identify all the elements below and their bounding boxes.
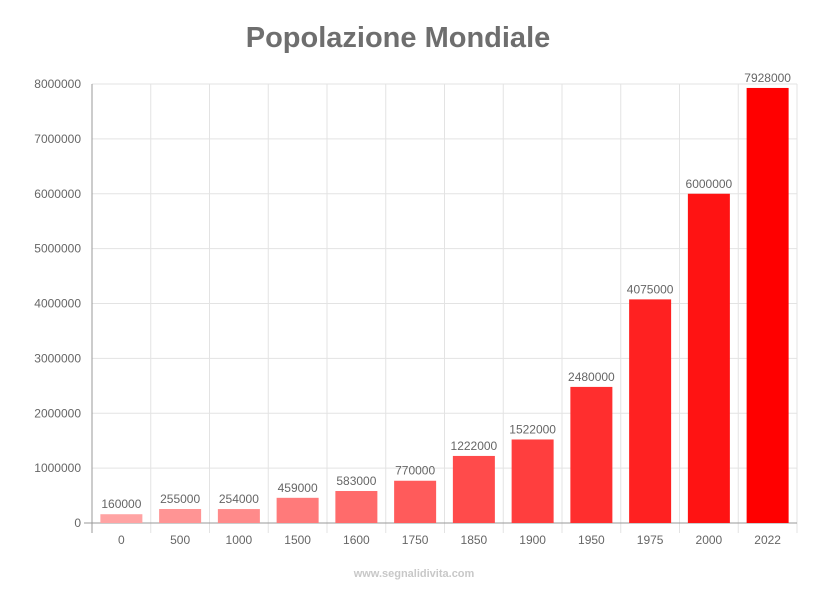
x-tick-label: 1750 (402, 533, 429, 547)
data-label: 255000 (160, 492, 200, 506)
y-tick-label: 4000000 (34, 297, 81, 311)
x-tick-label: 0 (118, 533, 125, 547)
y-tick-label: 5000000 (34, 242, 81, 256)
bar-1600 (335, 491, 378, 523)
x-tick-label: 1950 (578, 533, 605, 547)
y-tick-label: 3000000 (34, 351, 81, 365)
data-label: 6000000 (686, 177, 733, 191)
data-label: 1222000 (451, 439, 498, 453)
y-tick-label: 6000000 (34, 187, 81, 201)
y-tick-label: 7000000 (34, 132, 81, 146)
y-tick-label: 8000000 (34, 77, 81, 91)
x-tick-label: 2000 (696, 533, 723, 547)
bar-1750 (394, 480, 437, 523)
x-tick-label: 500 (170, 533, 190, 547)
y-tick-label: 1000000 (34, 461, 81, 475)
data-label: 254000 (219, 492, 259, 506)
x-tick-label: 1500 (284, 533, 311, 547)
x-tick-label: 1000 (226, 533, 253, 547)
bar-2022 (746, 87, 789, 524)
bar-1975 (629, 299, 672, 523)
chart-title: Popolazione Mondiale (245, 22, 551, 54)
data-label: 770000 (395, 464, 435, 478)
data-label: 7928000 (744, 71, 791, 85)
y-tick-label: 0 (74, 516, 81, 530)
bar-1000 (217, 509, 260, 523)
y-tick-label: 2000000 (34, 406, 81, 420)
x-tick-label: 1850 (461, 533, 488, 547)
bar-1500 (276, 497, 319, 523)
footer-watermark: www.segnalidivita.com (353, 568, 475, 580)
bar-1850 (452, 455, 495, 523)
data-label: 2480000 (568, 370, 615, 384)
data-label: 1522000 (509, 422, 556, 436)
x-tick-label: 1975 (637, 533, 664, 547)
data-label: 4075000 (627, 282, 674, 296)
x-tick-label: 1600 (343, 533, 370, 547)
bar-0 (100, 514, 143, 523)
data-label: 160000 (101, 497, 141, 511)
bar-2000 (687, 193, 730, 523)
bar-1950 (570, 386, 613, 523)
x-tick-label: 1900 (519, 533, 546, 547)
bar-500 (159, 509, 202, 523)
bar-1900 (511, 439, 554, 523)
data-label: 459000 (278, 481, 318, 495)
data-label: 583000 (336, 474, 376, 488)
x-tick-label: 2022 (754, 533, 781, 547)
